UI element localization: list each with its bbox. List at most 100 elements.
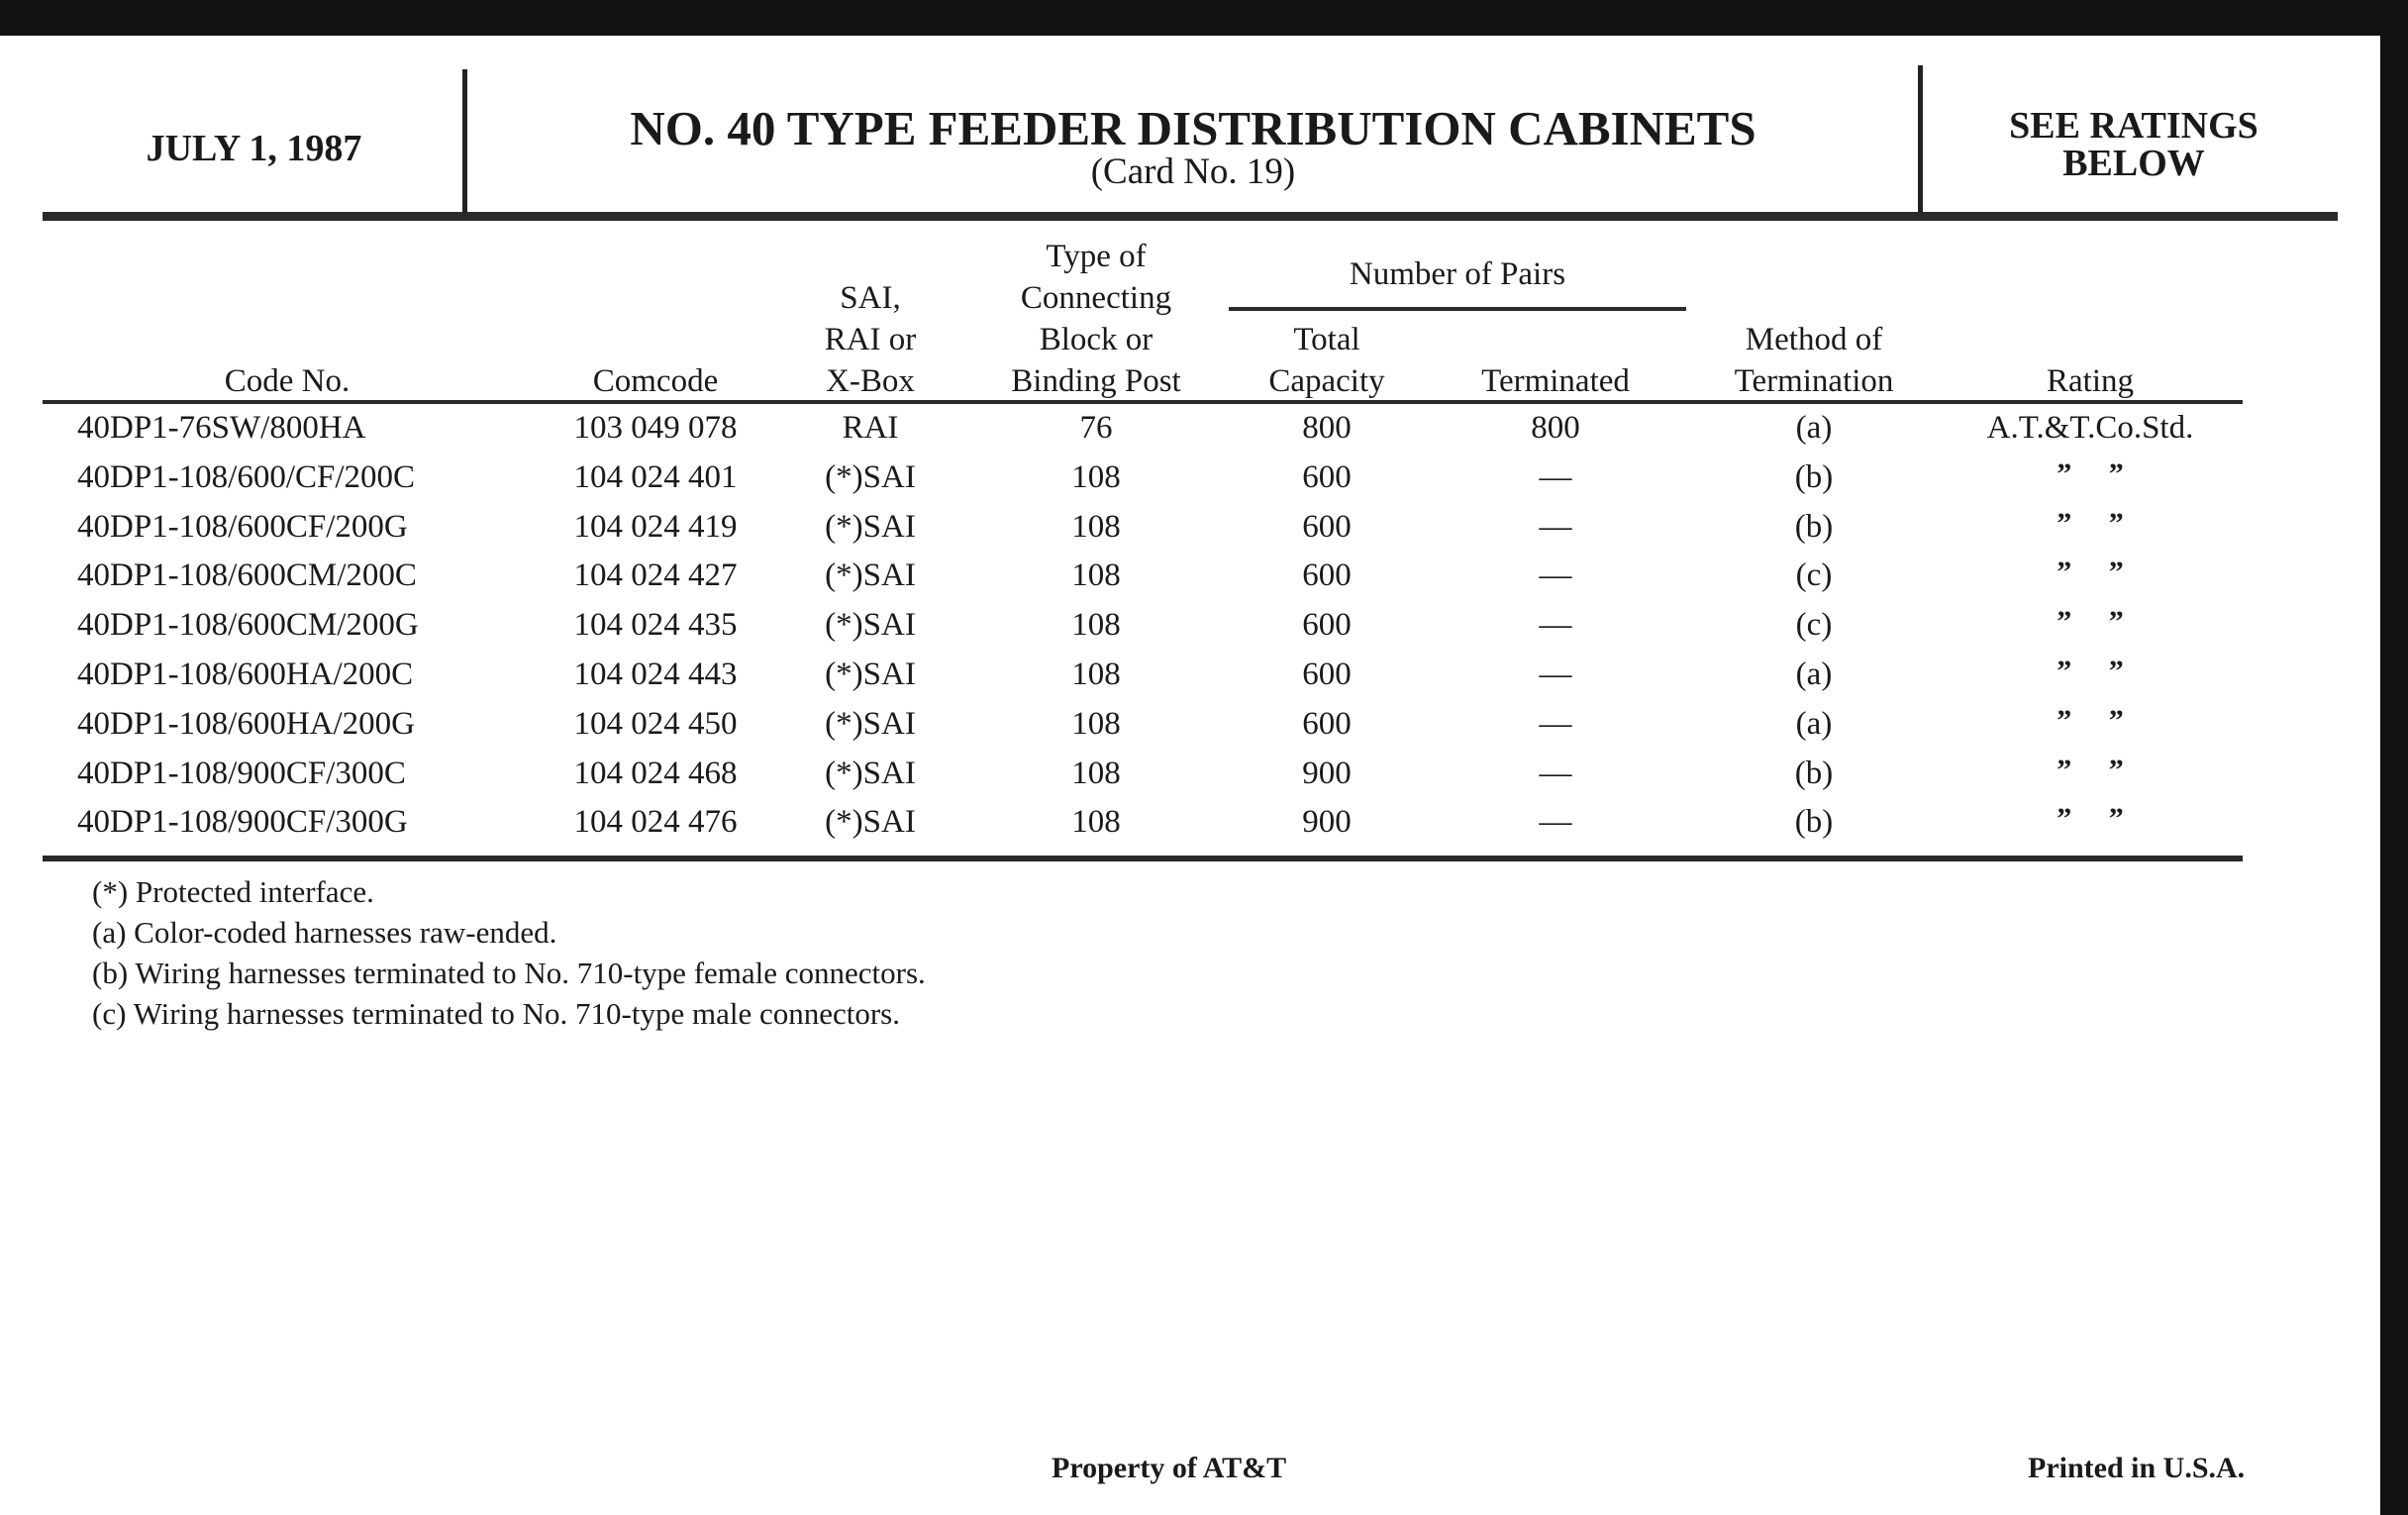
cell-total: 900: [1302, 804, 1352, 841]
footnote: (c) Wiring harnesses terminated to No. 7…: [92, 996, 900, 1031]
header-rule: [43, 212, 2338, 221]
cell-block: 108: [1071, 804, 1121, 841]
column-header-box: RAI or: [824, 322, 917, 357]
cell-comcode: 104 024 443: [573, 656, 738, 692]
scan-top-border: [0, 0, 2408, 36]
cell-total: 600: [1302, 508, 1352, 545]
cell-comcode: 104 024 419: [573, 508, 738, 545]
cell-total: 600: [1302, 557, 1352, 594]
cell-code: 40DP1-76SW/800HA: [77, 410, 366, 446]
cell-terminated: —: [1539, 705, 1572, 742]
cell-terminated: —: [1539, 508, 1572, 545]
column-header-box: X-Box: [826, 363, 915, 399]
column-header-block: Type of: [1046, 239, 1147, 274]
footnote: (b) Wiring harnesses terminated to No. 7…: [92, 956, 926, 990]
cell-comcode: 104 024 476: [573, 804, 738, 841]
cell-block: 108: [1071, 755, 1121, 791]
cell-code: 40DP1-108/900CF/300G: [77, 804, 408, 841]
cell-rating: A.T.&T.Co.Std.: [1986, 410, 2194, 446]
cell-total: 600: [1302, 607, 1352, 644]
cell-code: 40DP1-108/900CF/300C: [77, 755, 406, 791]
column-header-terminated: Terminated: [1481, 363, 1630, 399]
cell-method: (a): [1795, 656, 1833, 692]
cell-rating: ” ”: [2057, 605, 2124, 639]
header-divider: [462, 69, 467, 214]
column-header-comcode: Comcode: [592, 363, 719, 399]
column-header-total: Capacity: [1268, 363, 1385, 399]
column-header-box: SAI,: [840, 280, 901, 316]
cell-block: 108: [1071, 458, 1121, 495]
page-title: NO. 40 TYPE FEEDER DISTRIBUTION CABINETS: [630, 101, 1756, 155]
cell-rating: ” ”: [2057, 456, 2124, 490]
group-header-rule: [1229, 307, 1686, 311]
cell-box: (*)SAI: [825, 508, 916, 545]
cell-method: (a): [1795, 410, 1833, 446]
cell-method: (b): [1794, 458, 1834, 495]
cell-block: 108: [1071, 508, 1121, 545]
cell-terminated: —: [1539, 557, 1572, 594]
cell-box: (*)SAI: [825, 557, 916, 594]
cell-comcode: 104 024 435: [573, 607, 738, 644]
footer-printed: Printed in U.S.A.: [2028, 1452, 2246, 1484]
footnote: (a) Color-coded harnesses raw-ended.: [92, 915, 557, 950]
cell-comcode: 104 024 468: [573, 755, 738, 791]
cell-comcode: 104 024 427: [573, 557, 738, 594]
cell-rating: ” ”: [2057, 506, 2124, 540]
column-header-method: Termination: [1734, 363, 1894, 399]
cell-block: 108: [1071, 557, 1121, 594]
cell-comcode: 104 024 401: [573, 458, 738, 495]
cell-total: 600: [1302, 705, 1352, 742]
cell-box: (*)SAI: [825, 656, 916, 692]
cell-rating: ” ”: [2057, 753, 2124, 786]
cell-terminated: —: [1539, 804, 1572, 841]
cell-block: 108: [1071, 607, 1121, 644]
cell-terminated: —: [1539, 607, 1572, 644]
ratings-note: SEE RATINGS BELOW: [1926, 107, 2342, 182]
cell-code: 40DP1-108/600CF/200G: [77, 508, 408, 545]
cell-code: 40DP1-108/600HA/200G: [77, 705, 416, 742]
cell-code: 40DP1-108/600/CF/200C: [77, 458, 416, 495]
cell-total: 600: [1302, 458, 1352, 495]
cell-code: 40DP1-108/600CM/200G: [77, 607, 419, 644]
card-date: JULY 1, 1987: [146, 128, 362, 169]
column-header-rating: Rating: [2047, 363, 2134, 399]
column-header-total: Total: [1293, 322, 1360, 357]
footnote: (*) Protected interface.: [92, 874, 374, 909]
cell-method: (b): [1794, 804, 1834, 841]
cell-terminated: —: [1539, 458, 1572, 495]
cell-total: 600: [1302, 656, 1352, 692]
cell-method: (c): [1795, 607, 1833, 644]
cell-rating: ” ”: [2057, 556, 2124, 589]
header-bottom-rule: [43, 400, 2243, 404]
cell-terminated: —: [1539, 755, 1572, 791]
column-header-method: Method of: [1745, 322, 1883, 357]
ratings-note-line: BELOW: [2062, 143, 2205, 184]
cell-box: (*)SAI: [825, 755, 916, 791]
header-divider: [1918, 65, 1923, 214]
cell-comcode: 104 024 450: [573, 705, 738, 742]
cell-block: 108: [1071, 705, 1121, 742]
cell-rating: ” ”: [2057, 655, 2124, 687]
cell-code: 40DP1-108/600HA/200C: [77, 656, 414, 692]
column-header-block: Connecting: [1020, 280, 1172, 316]
cell-rating: ” ”: [2057, 802, 2124, 836]
cell-code: 40DP1-108/600CM/200C: [77, 557, 417, 594]
cell-method: (b): [1794, 508, 1834, 545]
scan-right-border: [2380, 0, 2408, 1515]
cell-method: (c): [1795, 557, 1833, 594]
ratings-note-line: SEE RATINGS: [2009, 105, 2258, 147]
cell-total: 800: [1302, 410, 1352, 446]
cell-method: (b): [1794, 755, 1834, 791]
cell-comcode: 103 049 078: [573, 410, 738, 446]
footer-property: Property of AT&T: [1052, 1452, 1287, 1484]
card-number: (Card No. 19): [1090, 152, 1296, 192]
cell-block: 76: [1079, 410, 1113, 446]
column-header-block: Binding Post: [1011, 363, 1181, 399]
cell-method: (a): [1795, 705, 1833, 742]
cell-total: 900: [1302, 755, 1352, 791]
cell-box: (*)SAI: [825, 804, 916, 841]
column-header-block: Block or: [1039, 322, 1154, 357]
cell-rating: ” ”: [2057, 703, 2124, 737]
cell-box: (*)SAI: [825, 607, 916, 644]
group-header-number-of-pairs: Number of Pairs: [1349, 256, 1566, 292]
